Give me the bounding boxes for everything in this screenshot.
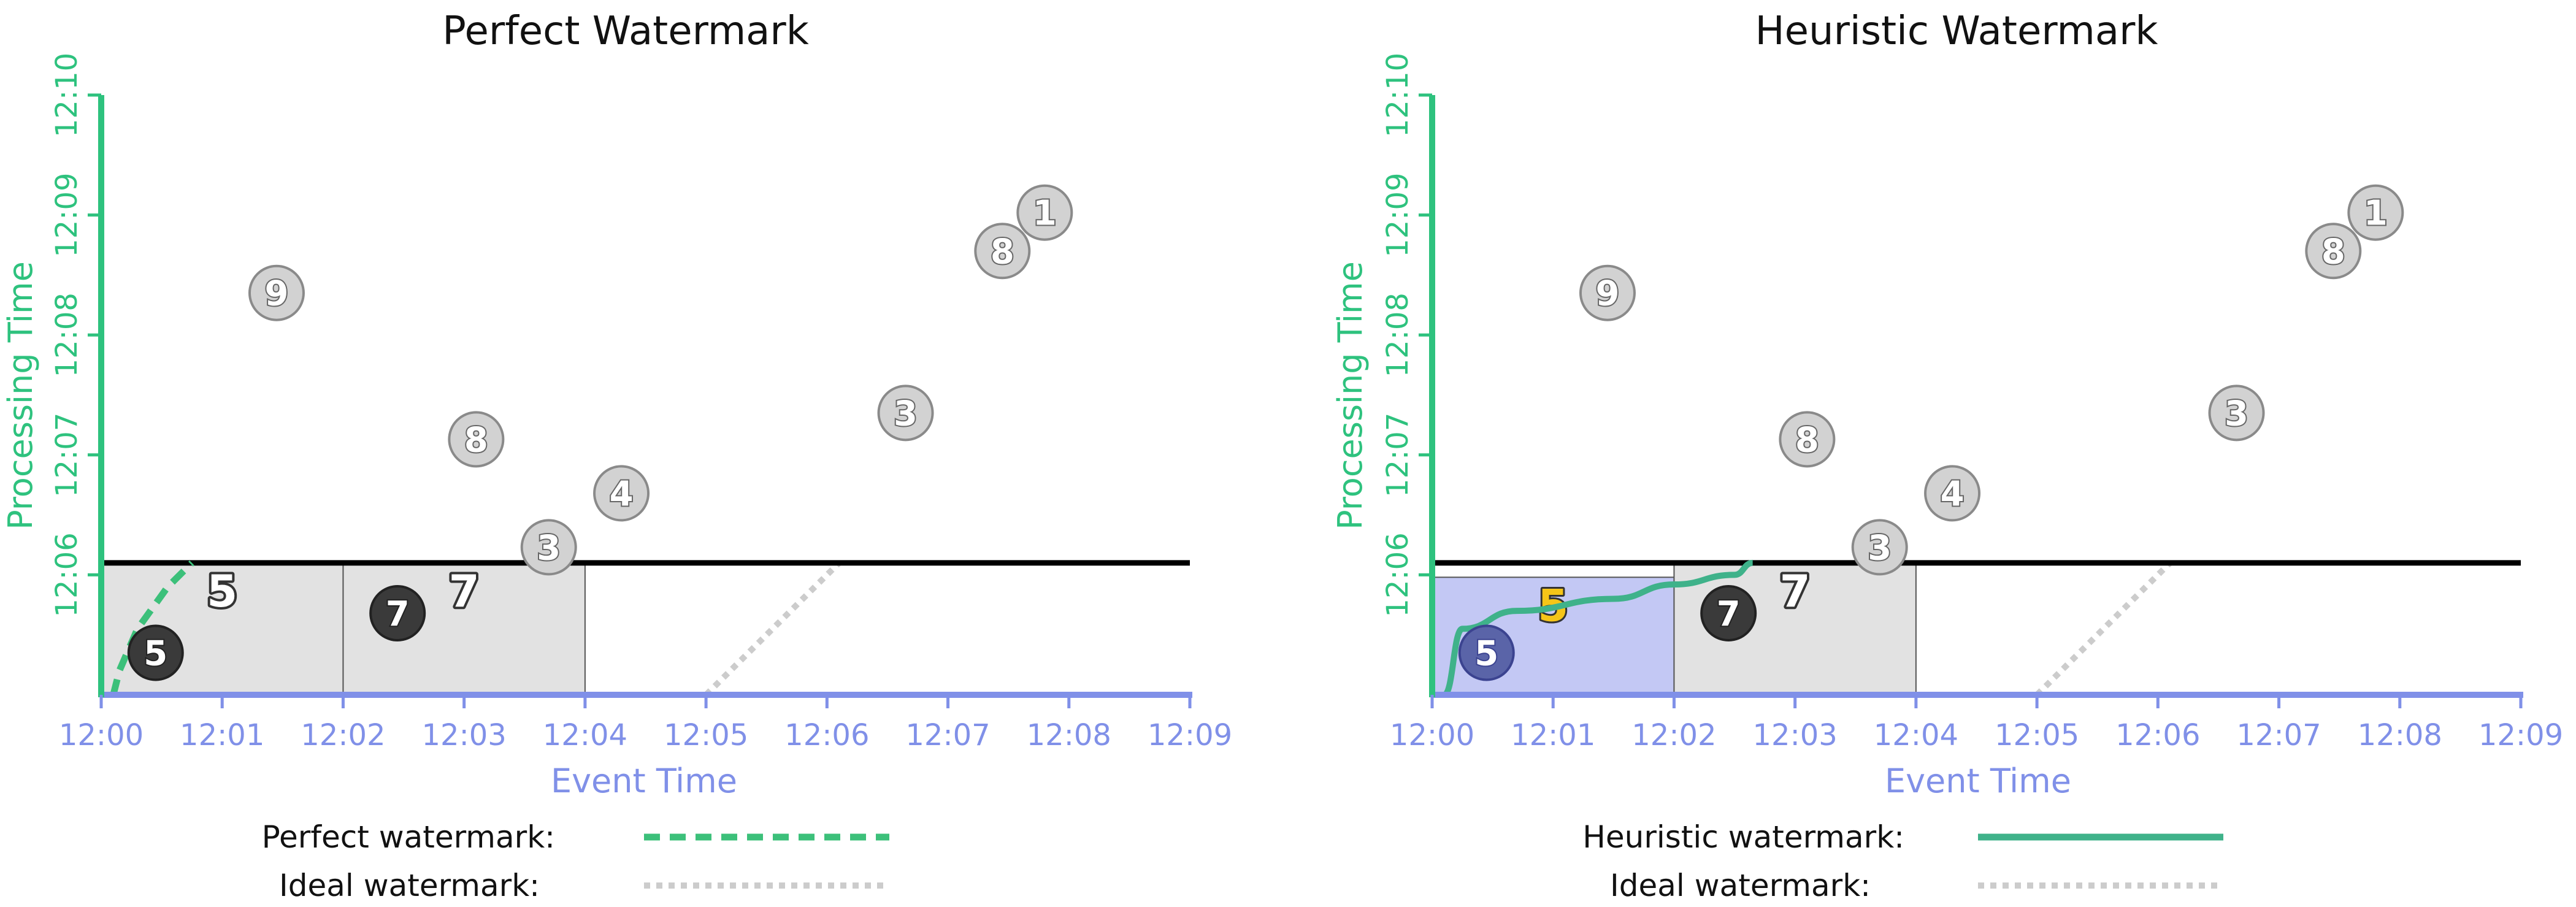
data-point xyxy=(1924,465,1981,522)
data-point-label: 8 xyxy=(464,420,488,460)
data-point xyxy=(593,465,650,522)
x-tick-label: 12:06 xyxy=(784,718,869,752)
heuristic-watermark-panel: Heuristic Watermark Event Time Processin… xyxy=(1331,9,2563,903)
data-point xyxy=(974,223,1031,280)
data-point xyxy=(2347,184,2404,241)
data-point-label: 3 xyxy=(1868,528,1892,568)
data-point xyxy=(1579,264,1636,321)
data-point xyxy=(2305,223,2362,280)
chart-title: Perfect Watermark xyxy=(442,9,809,54)
data-point-label: 8 xyxy=(2321,232,2345,272)
data-point xyxy=(877,385,934,442)
x-tick-label: 12:01 xyxy=(180,718,264,752)
y-tick-label: 12:08 xyxy=(50,293,84,377)
data-point xyxy=(448,411,505,468)
data-point xyxy=(1851,519,1908,576)
x-tick-label: 12:00 xyxy=(59,718,144,752)
window-result-1: 7 xyxy=(449,565,480,617)
x-tick-label: 12:05 xyxy=(664,718,748,752)
y-tick-label: 12:09 xyxy=(50,172,84,257)
heuristic-watermark-line xyxy=(1443,559,1754,698)
x-tick-label: 12:03 xyxy=(1753,718,1838,752)
data-point-label: 5 xyxy=(144,634,167,674)
data-point xyxy=(369,584,426,641)
data-point xyxy=(1458,624,1515,681)
legend-label-watermark: Perfect watermark: xyxy=(262,819,555,855)
x-axis-label: Event Time xyxy=(1885,762,2071,800)
x-tick-label: 12:02 xyxy=(301,718,385,752)
x-tick-label: 12:04 xyxy=(1874,718,1958,752)
x-tick-label: 12:00 xyxy=(1390,718,1474,752)
y-tick-label: 12:07 xyxy=(50,413,84,497)
data-point xyxy=(1016,184,1073,241)
x-tick-label: 12:07 xyxy=(905,718,990,752)
legend-label-watermark: Heuristic watermark: xyxy=(1582,819,1904,855)
window-result-0: 5 xyxy=(207,565,237,617)
data-point-label: 8 xyxy=(1795,420,1819,460)
data-point-label: 7 xyxy=(1717,594,1741,634)
x-tick-label: 12:09 xyxy=(2478,718,2563,752)
perfect-watermark-panel: Perfect Watermark Event Time Processing … xyxy=(1,9,1232,903)
x-tick-label: 12:03 xyxy=(422,718,507,752)
data-point xyxy=(1779,411,1836,468)
data-point xyxy=(127,624,184,681)
y-tick-label: 12:08 xyxy=(1381,293,1415,377)
legend-label-ideal: Ideal watermark: xyxy=(1610,868,1871,903)
x-tick-label: 12:06 xyxy=(2115,718,2200,752)
x-tick-label: 12:08 xyxy=(1027,718,1111,752)
data-point-label: 4 xyxy=(610,474,634,514)
ideal-watermark-line xyxy=(703,561,841,697)
y-tick-label: 12:10 xyxy=(1381,53,1415,137)
data-point-label: 1 xyxy=(1033,194,1057,234)
data-point-label: 3 xyxy=(894,394,918,434)
x-axis-label: Event Time xyxy=(551,762,737,800)
x-tick-label: 12:08 xyxy=(2358,718,2442,752)
data-point-label: 9 xyxy=(264,274,288,314)
x-tick-label: 12:05 xyxy=(1995,718,2079,752)
legend-label-ideal: Ideal watermark: xyxy=(279,868,540,903)
data-point xyxy=(248,264,305,321)
chart-title: Heuristic Watermark xyxy=(1755,9,2158,54)
y-tick-label: 12:07 xyxy=(1381,413,1415,497)
x-tick-label: 12:02 xyxy=(1631,718,1716,752)
data-point-label: 3 xyxy=(537,528,561,568)
data-point-label: 7 xyxy=(386,594,410,634)
data-point xyxy=(1700,584,1757,641)
y-tick-label: 12:10 xyxy=(50,53,84,137)
y-axis-label: Processing Time xyxy=(1,261,40,530)
ideal-watermark-line xyxy=(2034,561,2172,697)
perfect-watermark-line xyxy=(110,560,194,696)
x-tick-label: 12:01 xyxy=(1511,718,1595,752)
data-point xyxy=(2208,385,2265,442)
x-tick-label: 12:07 xyxy=(2236,718,2321,752)
y-tick-label: 12:06 xyxy=(50,532,84,617)
data-point-label: 9 xyxy=(1595,274,1619,314)
y-tick-label: 12:09 xyxy=(1381,172,1415,257)
x-tick-label: 12:04 xyxy=(543,718,627,752)
x-tick-label: 12:09 xyxy=(1148,718,1232,752)
y-tick-label: 12:06 xyxy=(1381,532,1415,617)
data-point xyxy=(520,519,577,576)
data-point-label: 1 xyxy=(2364,194,2388,234)
y-axis-label: Processing Time xyxy=(1331,261,1370,530)
data-point-label: 5 xyxy=(1474,634,1498,674)
data-point-label: 4 xyxy=(1941,474,1965,514)
data-point-label: 3 xyxy=(2225,394,2248,434)
window-result-1: 7 xyxy=(1780,565,1811,617)
data-point-label: 8 xyxy=(991,232,1014,272)
